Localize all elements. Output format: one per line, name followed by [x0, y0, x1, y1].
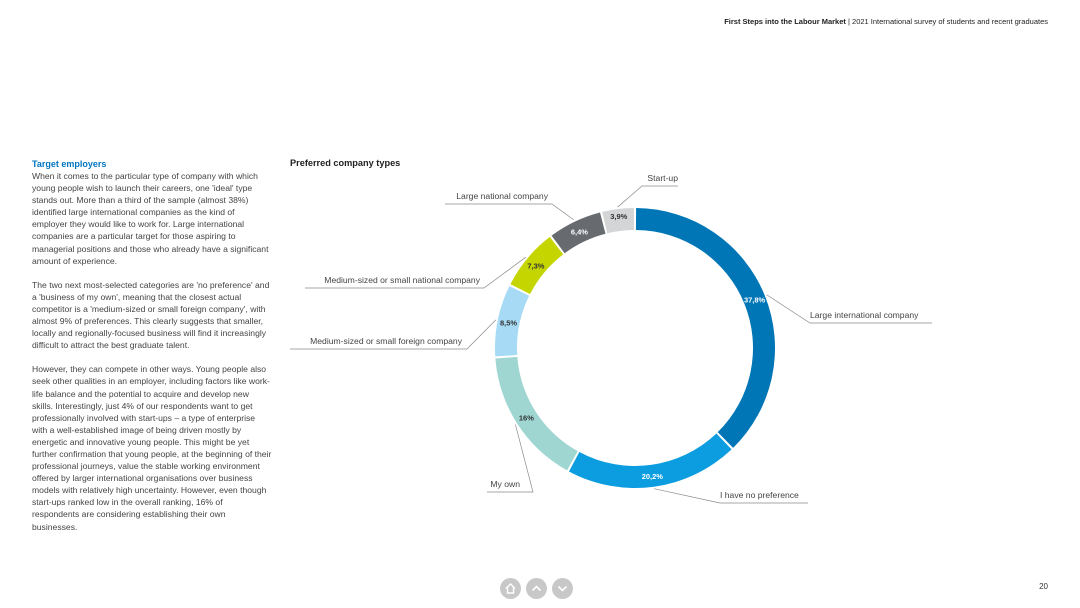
leader-line-i-have-no-preference — [654, 488, 808, 504]
chart-title: Preferred company types — [290, 158, 401, 168]
slice-medium-sized-or-small-foreign-company — [495, 286, 530, 357]
leader-line-large-national-company — [445, 203, 574, 221]
leader-line-start-up — [617, 185, 678, 208]
value-label-medium-sized-or-small-national-company: 7,3% — [527, 261, 544, 270]
page-navigation — [500, 578, 573, 599]
value-label-large-international-company: 37,8% — [744, 296, 766, 305]
page-number: 20 — [1039, 582, 1048, 591]
slice-large-national-company — [551, 212, 606, 254]
slice-my-own — [495, 356, 578, 471]
value-label-my-own: 16% — [519, 414, 534, 423]
chevron-up-icon — [531, 585, 542, 592]
chevron-down-icon — [557, 585, 568, 592]
leader-line-medium-sized-or-small-foreign-company — [290, 319, 497, 350]
body-text: Target employers When it comes to the pa… — [32, 158, 272, 545]
report-subtitle: 2021 International survey of students an… — [852, 17, 1048, 26]
leader-line-medium-sized-or-small-national-company — [305, 256, 527, 289]
category-label-i-have-no-preference: I have no preference — [720, 490, 799, 500]
category-label-large-national-company: Large national company — [456, 191, 548, 201]
value-label-medium-sized-or-small-foreign-company: 8,5% — [500, 318, 517, 327]
value-label-large-national-company: 6,4% — [571, 228, 588, 237]
home-icon — [505, 583, 516, 594]
category-label-large-international-company: Large international company — [810, 310, 919, 320]
slice-start-up — [602, 208, 635, 234]
category-label-medium-sized-or-small-foreign-company: Medium-sized or small foreign company — [310, 336, 463, 346]
category-label-start-up: Start-up — [647, 173, 678, 183]
value-label-start-up: 3,9% — [610, 212, 627, 221]
next-page-button[interactable] — [552, 578, 573, 599]
slice-large-international-company — [635, 208, 775, 448]
leader-line-large-international-company — [766, 294, 932, 324]
paragraph-3: However, they can compete in other ways.… — [32, 364, 272, 532]
header-separator: | — [845, 17, 853, 26]
paragraph-2: The two next most-selected categories ar… — [32, 279, 270, 351]
category-label-my-own: My own — [490, 479, 520, 489]
paragraph-1: When it comes to the particular type of … — [32, 171, 269, 266]
home-button[interactable] — [500, 578, 521, 599]
category-label-medium-sized-or-small-national-company: Medium-sized or small national company — [324, 275, 480, 285]
page-header: First Steps into the Labour Market | 202… — [724, 17, 1048, 26]
previous-page-button[interactable] — [526, 578, 547, 599]
leader-line-my-own — [487, 424, 534, 493]
section-heading: Target employers — [32, 159, 107, 169]
value-label-i-have-no-preference: 20,2% — [642, 472, 664, 481]
report-title: First Steps into the Labour Market — [724, 17, 846, 26]
slice-i-have-no-preference — [568, 433, 732, 488]
slice-medium-sized-or-small-national-company — [510, 236, 564, 295]
